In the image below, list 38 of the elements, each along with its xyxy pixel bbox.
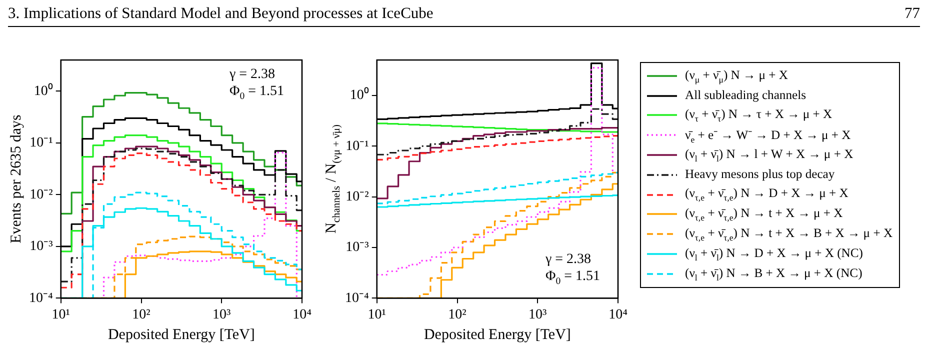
text: 3. Implications of Standard Model and Beyond processes at IceCube xyxy=(8,5,434,22)
legend-label: (ν$_{l}$ + ν̄$_{l}$) N → l + W + X → μ + X xyxy=(685,146,854,164)
legend-label: (ν$_{l}$ + ν̄$_{l}$) N → B + X → μ + X (NC) xyxy=(685,266,862,282)
annotation: γ = 2.38 xyxy=(545,252,592,268)
annotation: Φ$_{0}$ = 1.51 xyxy=(229,84,284,102)
legend-label: Heavy mesons plus top decay xyxy=(685,167,835,182)
annotation: γ = 2.38 xyxy=(229,67,276,82)
legend-label: ν̄$_{e}$ + e⁻ → W⁻ → D + X → μ + X xyxy=(685,127,851,145)
legend-label: (ν$_{τ,e}$ + ν̄$_{τ,e}$) N → D + X → μ + X xyxy=(685,186,848,203)
y-tick-label: 10⁻³ xyxy=(346,240,369,256)
x-tick-label: 10⁴ xyxy=(608,307,628,322)
legend-label: (ν$_{l}$ + ν̄$_{l}$) N → D + X → μ + X (NC) xyxy=(685,246,863,262)
x-tick-label: 10² xyxy=(448,307,466,322)
y-tick-label: 10⁻⁴ xyxy=(28,290,53,306)
y-tick-label: 10⁻¹ xyxy=(346,138,369,154)
x-tick-label: 10¹ xyxy=(52,307,70,322)
legend-label: All subleading channels xyxy=(685,88,806,104)
legend-label: (ν$_{τ,e}$ + ν̄$_{τ,e}$) N → t + X → μ + X xyxy=(685,206,843,223)
y-tick-label: 10⁻² xyxy=(346,189,369,204)
legend-label: (ν$_{τ,e}$ + ν̄$_{τ,e}$) N → t + X → B + X → μ + X xyxy=(685,226,893,243)
y-tick-label: 10⁻² xyxy=(30,187,53,202)
annotation: Φ$_{0}$ = 1.51 xyxy=(545,269,600,288)
x-tick-label: 10⁴ xyxy=(292,307,312,322)
x-tick-label: 10³ xyxy=(212,307,231,322)
x-axis-title: Deposited Energy [TeV] xyxy=(424,326,571,343)
y-tick-label: 10⁻⁴ xyxy=(344,290,369,306)
x-axis-title: Deposited Energy [TeV] xyxy=(108,326,255,343)
y-tick-label: 10⁰ xyxy=(34,82,53,99)
x-tick-label: 10¹ xyxy=(368,307,386,322)
x-tick-label: 10³ xyxy=(528,307,547,322)
y-tick-label: 10⁰ xyxy=(350,87,369,104)
y-axis-title: Events per 2635 days xyxy=(8,114,26,244)
legend-label: (ν$_{τ}$ + ν̄$_{τ}$) N → τ + X → μ + X xyxy=(685,107,832,124)
y-tick-label: 10⁻¹ xyxy=(30,136,53,151)
text: 77 xyxy=(904,4,920,24)
legend-label: (ν$_{μ}$ + ν̄$_{μ}$) N → μ + X xyxy=(685,68,788,84)
y-tick-label: 10⁻³ xyxy=(30,239,53,254)
x-tick-label: 10² xyxy=(132,307,150,322)
